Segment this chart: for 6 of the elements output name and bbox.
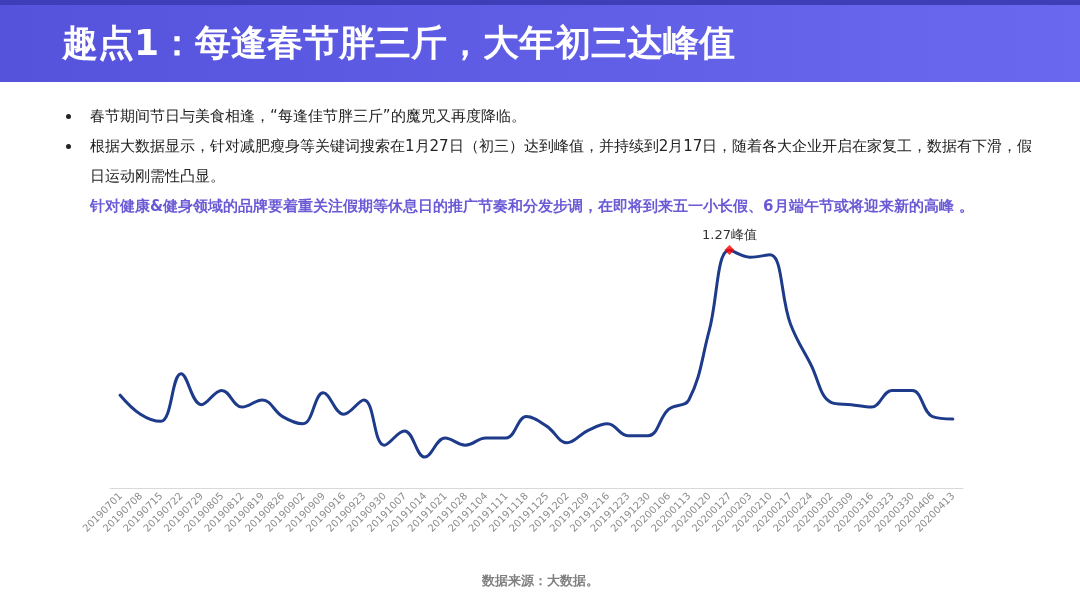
text: 针对健康&健身领域的品牌要着重关注假期等休息日的推广节奏和分发步调，在即将到来五一小长假、6月端午节或将迎来新的高峰 。 [90, 196, 975, 217]
source-note: 数据来源：大数据。 [480, 572, 600, 590]
text: 根据大数据显示，针对减肥瘦身等关键词搜索在1月27日（初三）达到峰值，并持续到2月17日，随着各大企业开启在家复工，数据有下滑，假日运动刚需性凸显。 [90, 136, 1034, 187]
annotation: 1.27峰值 [701, 227, 757, 242]
chart-title: 趣点1：每逢春节胖三斤，大年初三达峰值 [62, 21, 736, 65]
text: 春节期间节日与美食相逢，“每逢佳节胖三斤”的魔咒又再度降临。 [90, 106, 527, 127]
